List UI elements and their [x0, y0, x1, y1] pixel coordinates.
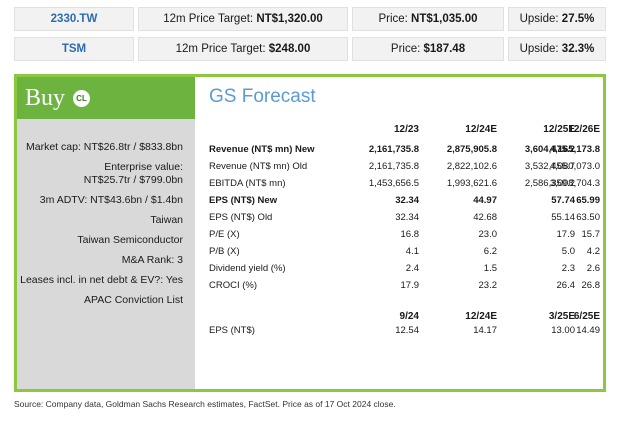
ticker-bar-tsm: TSM 12m Price Target: $248.00 Price: $18… [14, 37, 606, 61]
price-value: $187.48 [423, 43, 466, 55]
table-cell: 32.34 [395, 212, 419, 223]
adtv: 3m ADTV: NT$43.6bn / $1.4bn [39, 194, 183, 206]
row-label: Revenue (NT$ mn) Old [209, 161, 308, 172]
column-header: 12/24E [465, 124, 497, 135]
table-cell: 2.3 [561, 263, 575, 274]
row-label: Dividend yield (%) [209, 263, 286, 274]
table-cell: 57.74 [551, 195, 575, 206]
price-target-label: 12m Price Target: [175, 43, 266, 55]
table-cell: 3,008,704.3 [549, 178, 600, 189]
table-cell: 17.9 [400, 280, 420, 291]
conviction-list: APAC Conviction List [83, 294, 183, 306]
table-cell: 2,586,359.2 [524, 178, 575, 189]
table-cell: 16.8 [400, 229, 420, 240]
upside-value: 32.3% [561, 43, 595, 55]
upside: Upside: 32.3% [508, 37, 606, 61]
upside-value: 27.5% [561, 13, 595, 25]
price: Price: $187.48 [352, 37, 504, 61]
row-label: CROCI (%) [209, 280, 258, 291]
summary-sidebar: Market cap: NT$26.8tr / $833.8bn Enterpr… [17, 119, 195, 389]
enterprise-value: NT$25.7tr / $799.0bn [83, 174, 183, 186]
table-cell: 63.50 [576, 212, 600, 223]
upside-label: Upside: [519, 43, 559, 55]
table-cell: 1,453,656.5 [368, 178, 419, 189]
enterprise-value-label: Enterprise value: [104, 161, 183, 173]
quarter-header: 6/25E [573, 311, 600, 322]
table-cell: 4,165,173.8 [549, 144, 600, 155]
ticker-symbol[interactable]: TSM [14, 37, 134, 61]
table-cell: 2.6 [586, 263, 600, 274]
table-cell: 2,822,102.6 [446, 161, 497, 172]
table-cell: 26.4 [556, 280, 576, 291]
row-label: P/B (X) [209, 246, 240, 257]
table-cell: 3,604,475.2 [524, 144, 575, 155]
quarter-header: 9/24 [399, 311, 419, 322]
price-target-value: $248.00 [268, 43, 311, 55]
table-cell: 2,875,905.8 [446, 144, 497, 155]
table-cell: 4,080,073.0 [549, 161, 600, 172]
quarter-header: 3/25E [548, 311, 575, 322]
market-cap: Market cap: NT$26.8tr / $833.8bn [25, 141, 183, 153]
price-target: 12m Price Target: $248.00 [138, 37, 348, 61]
row-label: EPS (NT$) Old [209, 212, 273, 223]
price: Price: NT$1,035.00 [352, 7, 504, 31]
price-target-label: 12m Price Target: [163, 13, 254, 25]
table-cell: 3,532,455.7 [524, 161, 575, 172]
table-cell: 1.5 [483, 263, 497, 274]
forecast-panel: Buy CL Market cap: NT$26.8tr / $833.8bn … [14, 74, 606, 392]
price-label: Price: [378, 13, 408, 25]
table-cell: 14.17 [473, 325, 497, 336]
upside-label: Upside: [519, 13, 559, 25]
source-footnote: Source: Company data, Goldman Sachs Rese… [14, 399, 396, 409]
table-cell: 44.97 [473, 195, 497, 206]
price-target: 12m Price Target: NT$1,320.00 [138, 7, 348, 31]
upside: Upside: 27.5% [508, 7, 606, 31]
table-cell: 17.9 [556, 229, 576, 240]
table-cell: 4.1 [405, 246, 419, 257]
table-cell: 2,161,735.8 [368, 144, 419, 155]
row-label: Revenue (NT$ mn) New [209, 144, 315, 155]
table-cell: 65.99 [576, 195, 600, 206]
table-cell: 23.0 [478, 229, 498, 240]
region: Taiwan [150, 214, 183, 226]
ma-rank: M&A Rank: 3 [121, 254, 183, 266]
forecast-title: GS Forecast [209, 86, 316, 107]
table-cell: 1,993,621.6 [446, 178, 497, 189]
ticker-bar-2330: 2330.TW 12m Price Target: NT$1,320.00 Pr… [14, 7, 606, 31]
price-target-value: NT$1,320.00 [256, 13, 323, 25]
rating-label: Buy [25, 84, 66, 111]
row-label: EBITDA (NT$ mn) [209, 178, 286, 189]
row-label: EPS (NT$) [209, 325, 255, 336]
leases-note: Leases incl. in net debt & EV?: Yes [20, 274, 183, 286]
table-cell: 12.54 [395, 325, 419, 336]
column-header: 12/23 [393, 124, 419, 135]
column-header: 12/26E [568, 124, 600, 135]
table-cell: 4.2 [586, 246, 600, 257]
table-cell: 23.2 [478, 280, 498, 291]
row-label: EPS (NT$) New [209, 195, 278, 206]
table-cell: 6.2 [483, 246, 497, 257]
table-cell: 14.49 [576, 325, 600, 336]
table-cell: 32.34 [395, 195, 419, 206]
table-cell: 42.68 [473, 212, 497, 223]
row-label: P/E (X) [209, 229, 240, 240]
company-name: Taiwan Semiconductor [77, 234, 183, 246]
table-cell: 15.7 [581, 229, 601, 240]
quarter-header: 12/24E [465, 311, 497, 322]
ticker-symbol[interactable]: 2330.TW [14, 7, 134, 31]
table-cell: 26.8 [581, 280, 601, 291]
price-value: NT$1,035.00 [411, 13, 478, 25]
table-cell: 2,161,735.8 [368, 161, 419, 172]
table-cell: 13.00 [551, 325, 575, 336]
column-header: 12/25E [543, 124, 575, 135]
table-cell: 5.0 [561, 246, 575, 257]
price-label: Price: [390, 43, 421, 55]
table-cell: 55.14 [551, 212, 575, 223]
table-cell: 2.4 [405, 263, 419, 274]
conviction-list-badge: CL [73, 89, 91, 107]
rating-header: Buy CL [17, 77, 195, 119]
